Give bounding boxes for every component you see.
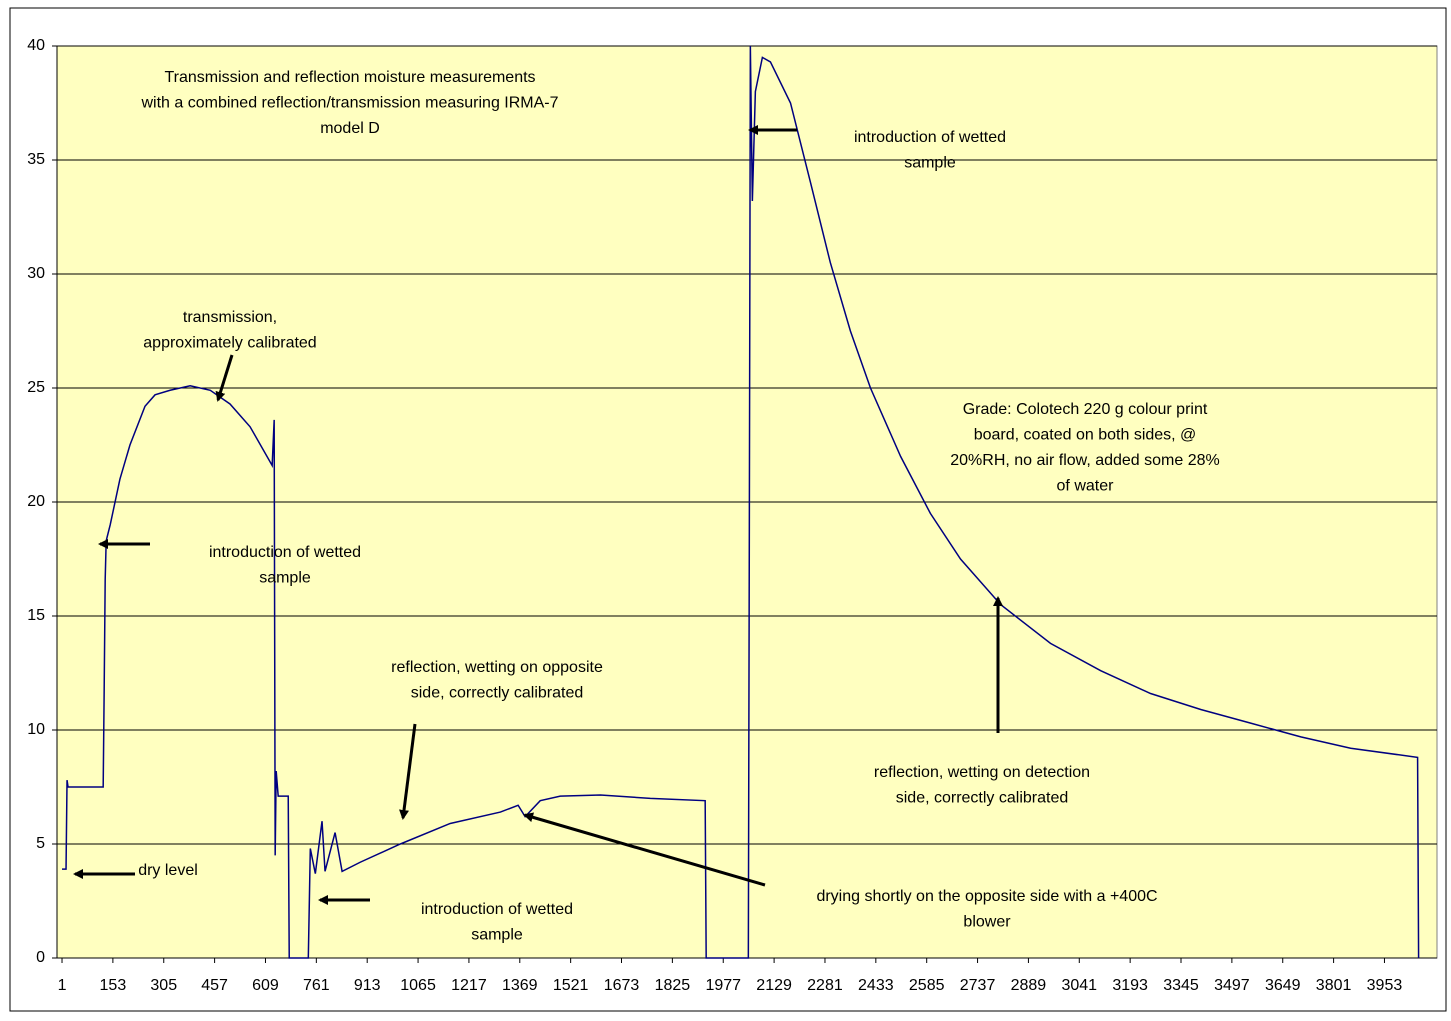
annotation: side, correctly calibrated	[411, 685, 584, 702]
annotation: side, correctly calibrated	[896, 790, 1069, 807]
y-tick-label: 15	[27, 607, 45, 624]
x-tick-label: 2737	[960, 977, 996, 994]
arrow	[215, 354, 234, 402]
data-line	[62, 45, 1420, 959]
x-tick-label: 609	[252, 977, 279, 994]
x-tick-label: 1217	[451, 977, 487, 994]
x-tick-label: 1673	[604, 977, 640, 994]
annotation: introduction of wetted	[421, 901, 573, 918]
x-tick-label: 2433	[858, 977, 894, 994]
annotation: approximately calibrated	[143, 335, 316, 352]
annotation: reflection, wetting on opposite	[391, 659, 603, 676]
annotation: introduction of wetted	[209, 544, 361, 561]
y-tick-label: 10	[27, 721, 45, 738]
x-tick-label: 3041	[1061, 977, 1097, 994]
y-tick-label: 5	[36, 835, 45, 852]
x-tick-label: 457	[201, 977, 228, 994]
x-tick-label: 1065	[400, 977, 436, 994]
annotation: transmission,	[183, 309, 277, 326]
annotation: sample	[471, 927, 523, 944]
y-tick-label: 35	[27, 151, 45, 168]
x-tick-label: 1521	[553, 977, 589, 994]
annotation: sample	[259, 570, 311, 587]
x-tick-label: 3953	[1367, 977, 1403, 994]
x-tick-label: 1	[58, 977, 67, 994]
x-tick-label: 305	[150, 977, 177, 994]
arrows	[73, 125, 1003, 905]
annotation: dry level	[138, 862, 198, 879]
chart-title: Transmission and reflection moisture mea…	[164, 69, 535, 86]
x-tick-label: 3497	[1214, 977, 1250, 994]
labels: 0 5 10 15 20 25 30 35 40 1 153 305 457 609 761 913 1065 1…	[27, 37, 1402, 994]
x-tick-label: 3193	[1112, 977, 1148, 994]
x-tick-label: 153	[100, 977, 127, 994]
arrow	[399, 723, 417, 820]
x-tick-label: 1825	[655, 977, 691, 994]
chart-title: with a combined reflection/transmission …	[140, 95, 558, 112]
annotation: sample	[904, 155, 956, 172]
x-tick-label: 3801	[1316, 977, 1352, 994]
annotation: board, coated on both sides, @	[974, 427, 1197, 444]
annotation: of water	[1057, 478, 1115, 495]
annotation: blower	[963, 914, 1011, 931]
y-tick-label: 0	[36, 949, 45, 966]
annotation: 20%RH, no air flow, added some 28%	[950, 452, 1219, 469]
y-tick-label: 40	[27, 37, 45, 54]
y-tick-label: 25	[27, 379, 45, 396]
x-tick-label: 1977	[705, 977, 741, 994]
annotation: reflection, wetting on detection	[874, 764, 1090, 781]
chart-title: model D	[320, 120, 380, 137]
series	[62, 45, 1420, 959]
x-tick-label: 2129	[756, 977, 792, 994]
x-tick-label: 3345	[1163, 977, 1199, 994]
x-tick-label: 913	[354, 977, 381, 994]
y-tick-label: 20	[27, 493, 45, 510]
x-tick-label: 3649	[1265, 977, 1301, 994]
x-tick-label: 1369	[502, 977, 538, 994]
arrow	[523, 812, 766, 887]
x-tick-label: 2281	[807, 977, 843, 994]
x-tick-label: 761	[303, 977, 330, 994]
y-tick-label: 30	[27, 265, 45, 282]
x-tick-label: 2889	[1011, 977, 1047, 994]
annotation: introduction of wetted	[854, 129, 1006, 146]
annotation: drying shortly on the opposite side with…	[816, 888, 1157, 905]
grid	[52, 45, 1437, 963]
x-tick-label: 2585	[909, 977, 945, 994]
annotation: Grade: Colotech 220 g colour print	[963, 401, 1208, 418]
